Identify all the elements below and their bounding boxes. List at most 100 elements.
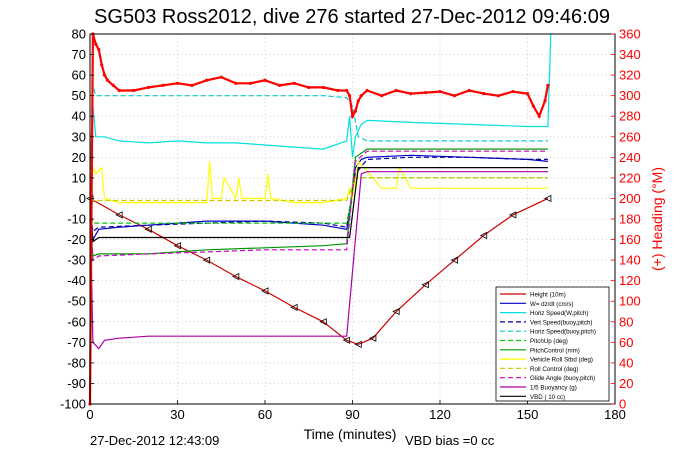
x-tick-label: 90 (345, 407, 359, 422)
left-tick-label: -20 (67, 232, 86, 247)
left-tick-label: -70 (67, 335, 86, 350)
footer-timestamp: 27-Dec-2012 12:43:09 (90, 433, 219, 448)
right-tick-label: 40 (619, 355, 633, 370)
left-axis: -100-90-80-70-60-50-40-30-20-10010203040… (60, 27, 94, 412)
series-line-vert_speed (89, 156, 548, 233)
series-point-heading (359, 94, 363, 98)
legend-label-vehicle_roll: Vehicle Roll Stbd (deg) (530, 357, 593, 364)
series-point-heading (546, 83, 550, 87)
series-point-heading (146, 85, 150, 90)
x-tick-label: 150 (517, 407, 539, 422)
series-point-heading (531, 104, 535, 108)
series-point-heading (219, 75, 223, 79)
right-tick-label: 100 (619, 294, 641, 309)
series-point-heading (353, 109, 358, 113)
series-line-vbd (89, 167, 548, 243)
left-tick-label: 0 (79, 191, 86, 206)
series-point-heading (537, 114, 541, 118)
series-point-heading (452, 94, 457, 98)
series-point-heading (409, 92, 413, 96)
legend-box (495, 286, 610, 402)
left-tick-label: -60 (67, 314, 86, 329)
series-point-heading (347, 94, 352, 98)
right-tick-label: 280 (619, 109, 641, 124)
legend: Height (10m) W= dz/dt (cm/s) Horiz Speed(W… (495, 286, 610, 402)
series-point-heading (97, 47, 101, 52)
series-point-heading (190, 83, 194, 87)
series-line-heading (88, 33, 549, 405)
legend-label-height: Height (10m) (530, 292, 566, 299)
legend-label-roll_control: Roll Control (deg) (530, 366, 579, 373)
legend-label-vbd: VBD ( 10 cc) (530, 394, 565, 401)
series-marker-height (231, 272, 240, 281)
series-point-heading (111, 83, 115, 87)
series-line-glide_angle (89, 150, 548, 262)
plot-series (86, 32, 552, 406)
series-marker-height (144, 225, 152, 233)
series-marker-height (354, 340, 362, 349)
left-tick-label: -90 (67, 376, 86, 391)
series-point-heading (321, 85, 325, 90)
series-point-heading (94, 42, 98, 46)
legend-label-pitch_control: PitchControl (mm) (530, 347, 580, 354)
left-tick-label: 60 (72, 68, 86, 83)
legend-label-buoyancy: 1/5 Buoyancy (g) (530, 385, 577, 392)
left-tick-label: 40 (72, 109, 86, 124)
series-line-height (89, 197, 549, 346)
right-tick-label: 180 (619, 212, 641, 227)
series-marker-height (450, 256, 458, 264)
legend-label-pitch_up: PitchUp (deg) (530, 338, 568, 345)
legend-label-horiz_speed_buoy: Horiz Speed(buoy,pitch) (530, 329, 596, 336)
vbd-bias-note: VBD bias =0 cc (405, 433, 495, 448)
series-point-heading (543, 99, 547, 103)
right-tick-label: 220 (619, 170, 641, 185)
legend-label-vert_speed: Vert Speed(buoy,pitch) (530, 319, 592, 326)
series-line-buoyancy (89, 171, 548, 350)
left-tick-label: 20 (72, 150, 86, 165)
series-marker-height (392, 307, 400, 316)
series-marker-height (509, 211, 517, 219)
x-axis: 0 30 60 90 120 150 180 (86, 400, 626, 422)
right-tick-label: 140 (619, 253, 641, 268)
series-point-heading (438, 89, 442, 94)
series-point-heading (356, 99, 360, 103)
series-line-pitch_control (89, 148, 548, 257)
series-point-heading (423, 90, 428, 95)
series-point-heading (380, 94, 384, 98)
series-point-heading (161, 83, 165, 87)
series-marker-height (115, 211, 123, 219)
series-marker-height (479, 231, 488, 240)
legend-label-glide_angle: Glide Angle (buoy,pitch) (530, 375, 595, 382)
x-tick-label: 30 (170, 407, 184, 422)
left-tick-label: -100 (60, 397, 86, 412)
series-marker-height (290, 303, 298, 312)
series-point-heading (132, 88, 136, 93)
series-point-heading (205, 78, 209, 82)
right-tick-label: 60 (619, 335, 633, 350)
right-tick-label: 20 (619, 376, 633, 391)
right-tick-label: 240 (619, 150, 641, 165)
right-axis-label: (+) Heading (°M) (649, 167, 665, 271)
series-point-heading (263, 78, 267, 82)
series-line-vehicle_roll (89, 160, 548, 204)
chart-title: SG503 Ross2012, dive 276 started 27-Dec-… (94, 6, 610, 28)
left-tick-label: 10 (72, 170, 86, 185)
left-tick-label: -40 (67, 273, 86, 288)
series-marker-height (202, 256, 211, 264)
x-tick-label: 180 (604, 407, 626, 422)
series-point-heading (350, 114, 355, 118)
right-tick-label: 360 (619, 27, 641, 42)
right-tick-label: 120 (619, 273, 641, 288)
series-point-heading (336, 88, 340, 93)
left-tick-label: 70 (72, 47, 86, 62)
right-axis: 0 20 40 60 80 100 120 140 160 180 200 220 240 260 280 3… (611, 27, 641, 412)
series-point-heading (277, 83, 282, 87)
right-tick-label: 300 (619, 88, 641, 103)
series-point-heading (482, 92, 486, 96)
right-tick-label: 80 (619, 314, 633, 329)
series-point-heading (175, 81, 180, 85)
series-marker-height (369, 334, 377, 342)
right-tick-label: 320 (619, 68, 641, 83)
series-marker-height (342, 336, 351, 344)
series-point-heading (117, 88, 121, 93)
